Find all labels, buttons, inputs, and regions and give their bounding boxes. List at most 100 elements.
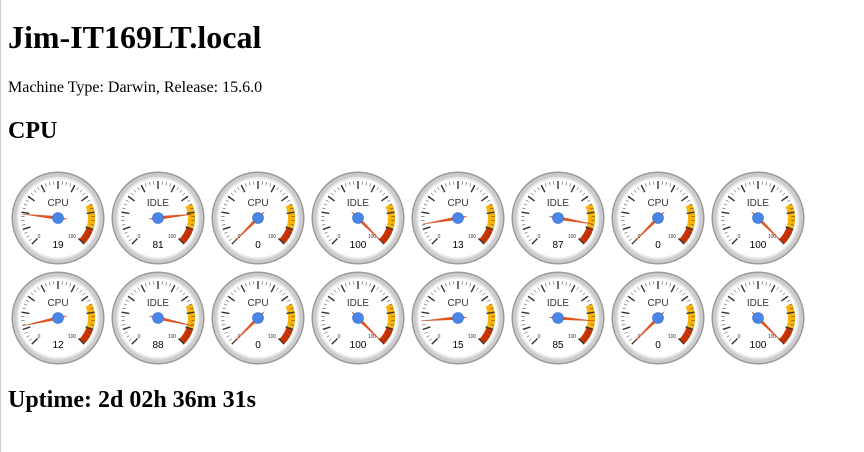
gauge-minor-tick [28,238,32,242]
gauge-major-tick [121,211,130,215]
gauge-minor-tick [624,331,628,334]
uptime-heading: Uptime: 2d 02h 36m 31s [8,387,257,413]
gauge-max-label: 100 [368,334,377,340]
gauge-major-tick [131,238,138,245]
gauge-major-tick [81,295,89,302]
gauge-minor-tick [422,307,426,310]
gauge-minor-tick [690,307,694,310]
gauge-zone-yellow [685,303,695,330]
gauge-value: 13 [452,240,464,251]
gauge-max-label: 100 [68,234,77,240]
gauge-major-tick [578,338,585,345]
gauge-minor-tick [182,292,186,296]
gauge-minor-tick [33,289,37,293]
gauge-minor-tick [230,192,234,196]
gauge-cpu: 0 100 CPU 12 [11,271,105,365]
gauge-minor-tick [690,224,695,226]
gauge-major-tick [40,184,46,193]
gauge-minor-tick [665,281,667,286]
gauge-minor-tick [676,187,679,191]
gauge-minor-tick [784,238,788,242]
gauge-minor-tick [276,287,279,291]
gauge-minor-tick [787,199,791,202]
gauge-minor-tick [533,289,537,293]
gauge-minor-tick [328,338,332,342]
gauge-minor-tick [225,299,229,302]
gauge-value: 88 [152,340,164,351]
gauge-major-tick [270,184,276,193]
gauge-idle: 0 100 IDLE 81 [111,171,205,265]
gauge-minor-tick [223,303,228,306]
gauge-minor-tick [587,199,591,202]
gauge-minor-tick [369,283,372,287]
gauge-minor-tick [26,235,30,238]
gauge-major-tick [470,284,476,293]
gauge-minor-tick [628,338,632,342]
gauge-minor-tick [488,203,493,206]
gauge-zone-yellow [685,203,695,230]
gauge-major-tick [340,184,346,193]
gauge-row: 0 100 CPU 19 0 100 IDLE 81 0 100 CPU 0 0 100 IDLE 100 0 1… [8,168,808,268]
gauge-minor-tick [688,303,693,306]
gauge-value: 0 [255,240,261,251]
gauge-major-tick [186,311,195,315]
gauge-minor-tick [679,289,683,293]
gauge-minor-tick [222,307,226,310]
gauge-minor-tick [569,183,572,187]
gauge-major-tick [386,211,395,215]
gauge-major-tick [22,226,31,231]
gauge-minor-tick [790,324,795,326]
gauge-minor-tick [426,335,430,338]
gauge-major-tick [531,338,538,345]
gauge-minor-tick [488,331,492,334]
gauge-major-tick [78,338,85,345]
gauge-major-tick [481,295,489,302]
gauge-minor-tick [79,289,83,293]
gauge-min-label: 0 [138,234,141,240]
gauge-major-tick [286,311,295,315]
gauge-minor-tick [226,335,230,338]
gauge-major-tick [522,226,531,231]
gauge-minor-tick [165,281,167,286]
gauge-minor-tick [288,231,292,234]
gauge-value: 87 [552,240,564,251]
gauge-major-tick [678,238,685,245]
gauge-minor-tick [179,189,183,193]
gauge-minor-tick [776,287,779,291]
gauge-minor-tick [633,289,637,293]
gauge-minor-tick [488,303,493,306]
gauge-minor-tick [787,299,791,302]
gauge-hub [652,312,664,324]
gauge-minor-tick [130,192,134,196]
gauge-minor-tick [65,181,67,186]
gauge-title: IDLE [747,198,770,209]
gauge-zone-red [379,227,394,245]
gauge-minor-tick [544,183,547,187]
gauge-minor-tick [187,299,191,302]
gauge-major-tick [586,211,595,215]
gauge-minor-tick [528,338,532,342]
gauge-major-tick [731,338,738,345]
gauge-idle: 0 100 IDLE 100 [311,171,405,265]
gauge-major-tick [385,226,394,231]
gauge-minor-tick [626,235,630,238]
gauge-minor-tick [584,238,588,242]
gauge-minor-tick [128,238,132,242]
gauge-minor-tick [376,187,379,191]
gauge-major-tick [627,295,635,302]
gauge-idle: 0 100 IDLE 88 [111,271,205,365]
gauge-minor-tick [190,307,194,310]
gauge-minor-tick [265,281,267,286]
gauge-minor-tick [122,207,126,210]
gauge-minor-tick [90,324,95,326]
gauge-minor-tick [290,307,294,310]
gauge-minor-tick [428,238,432,242]
gauge-minor-tick [422,207,426,210]
gauge-minor-tick [190,224,195,226]
gauge-minor-tick [269,283,272,287]
gauge-minor-tick [484,238,488,242]
gauge-minor-tick [288,203,293,206]
gauge-minor-tick [579,289,583,293]
gauge-minor-tick [779,289,783,293]
gauge-minor-tick [444,183,447,187]
